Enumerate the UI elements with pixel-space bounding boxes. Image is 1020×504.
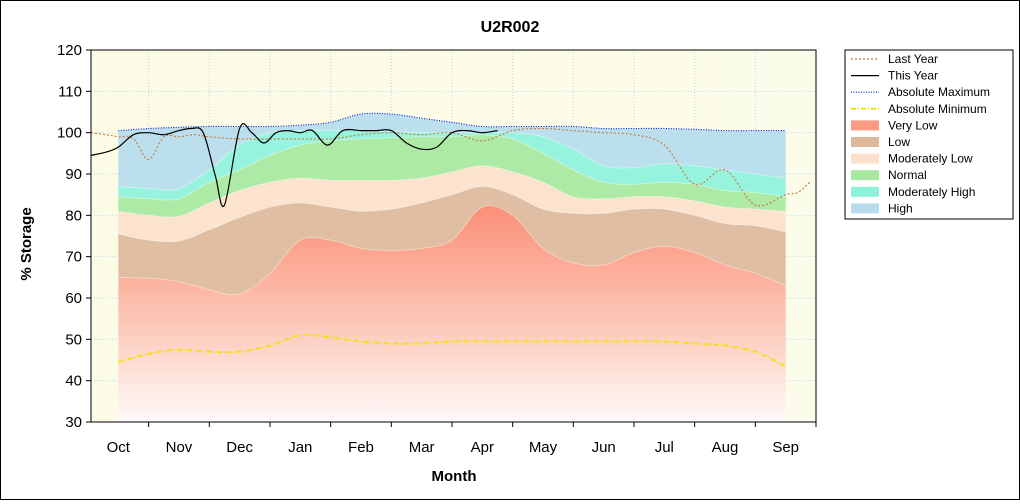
y-tick-label: 50 [65,331,82,348]
x-axis-label: Month [432,468,477,485]
band-normal [118,134,786,218]
legend-label: Absolute Minimum [888,102,987,116]
legend-label: High [888,201,913,215]
legend-label: Very Low [888,118,938,132]
legend-swatch [851,170,879,181]
x-tick-label: Apr [471,439,494,456]
plot-border [90,49,817,423]
legend-label: This Year [888,69,938,83]
x-tick-label: Dec [226,439,253,456]
y-axis-label: % Storage [18,207,35,280]
band-areas [118,112,786,422]
legend-swatch [851,153,879,164]
band-moderately-high [118,130,786,201]
legend: Last Year This Year Absolute Maximum Absolu… [844,49,1014,220]
band-low [118,186,786,295]
legend-label: Moderately High [888,185,975,199]
y-tick-label: 90 [65,166,82,183]
x-tick-label: Aug [712,439,739,456]
legend-swatch [851,203,879,214]
y-tick-label: 30 [65,414,82,431]
x-tick-label: Jan [288,439,312,456]
legend-label: Absolute Maximum [888,85,990,99]
legend-swatch [851,137,879,147]
axes [86,49,817,427]
y-tick-label: 40 [65,373,82,390]
x-tick-label: Jul [655,439,674,456]
y-tick-label: 70 [65,249,82,266]
legend-label: Moderately Low [888,152,973,166]
series-line-absolute-minimum [118,333,787,368]
x-tick-label: Feb [348,439,374,456]
y-tick-label: 60 [65,290,82,307]
y-tick-label: 110 [58,83,82,100]
series-line-absolute-maximum [118,112,786,132]
legend-label: Last Year [888,52,938,66]
series-line-this-year [90,123,498,208]
y-tick-label: 120 [57,42,82,59]
y-tick-labels: 30 40 50 60 70 80 90 100 110 120 [57,42,82,431]
legend-label: Low [888,135,910,149]
chart-title: U2R002 [481,19,540,36]
band-edge [118,205,786,296]
y-tick-label: 100 [57,125,82,142]
x-tick-label: Nov [166,439,193,456]
band-edge [118,165,786,218]
y-tick-label: 80 [65,207,82,224]
band-edge [118,185,786,243]
legend-swatch [851,120,879,131]
x-tick-label: Sep [772,439,799,456]
series-line-last-year [90,127,811,207]
series-lines [90,112,811,368]
x-tick-label: Oct [107,439,131,456]
band-very-low [118,205,786,422]
band-high [118,113,786,190]
legend-label: Normal [888,168,927,182]
legend-swatch [851,186,879,197]
x-tick-labels: Oct Nov Dec Jan Feb Mar Apr May Jun Jul Aug Sep [107,439,799,456]
x-tick-label: May [529,439,558,456]
band-moderately-low [118,165,786,242]
x-tick-label: Mar [409,439,435,456]
x-tick-label: Jun [592,439,616,456]
